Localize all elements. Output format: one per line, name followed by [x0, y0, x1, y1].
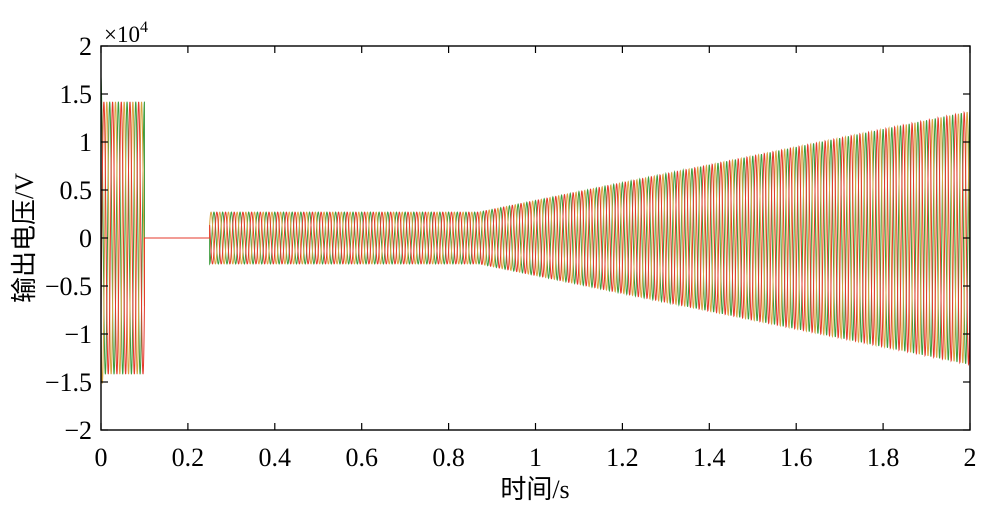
y-axis-label: 输出电压/V: [10, 173, 39, 303]
series-layer: [101, 76, 970, 384]
x-tick-label: 1.8: [867, 443, 900, 472]
x-tick-labels: 0 0.2 0.4 0.6 0.8 1 1.2 1.4 1.6 1.8 2: [95, 443, 977, 472]
x-tick-label: 1.6: [780, 443, 813, 472]
x-tick-label: 0.8: [432, 443, 465, 472]
y-tick-label: 1: [79, 128, 92, 157]
series-line-3: [101, 101, 970, 375]
y-tick-labels: −2 −1.5 −1 −0.5 0 0.5 1 1.5 2: [45, 32, 92, 445]
y-axis-multiplier: ×104: [104, 19, 148, 47]
x-tick-label: 0.6: [345, 443, 378, 472]
y-tick-label: −1: [64, 320, 92, 349]
y-axis-multiplier-power: 4: [140, 19, 148, 36]
x-tick-label: 0.4: [259, 443, 292, 472]
x-tick-label: 1: [529, 443, 542, 472]
x-tick-label: 1.2: [606, 443, 639, 472]
y-tick-label: 1.5: [60, 80, 93, 109]
y-tick-label: −1.5: [45, 368, 92, 397]
x-tick-label: 2: [964, 443, 977, 472]
y-tick-label: 2: [79, 32, 92, 61]
y-tick-label: −2: [64, 416, 92, 445]
y-axis-multiplier-base: ×10: [104, 22, 140, 47]
x-axis-label: 时间/s: [500, 475, 569, 504]
y-tick-label: 0: [79, 224, 92, 253]
x-tick-label: 0.2: [172, 443, 205, 472]
x-tick-label: 0: [95, 443, 108, 472]
y-tick-label: 0.5: [60, 176, 93, 205]
y-tick-label: −0.5: [45, 272, 92, 301]
x-tick-label: 1.4: [693, 443, 726, 472]
axes-box: [100, 45, 971, 431]
plot-background: [101, 46, 970, 430]
